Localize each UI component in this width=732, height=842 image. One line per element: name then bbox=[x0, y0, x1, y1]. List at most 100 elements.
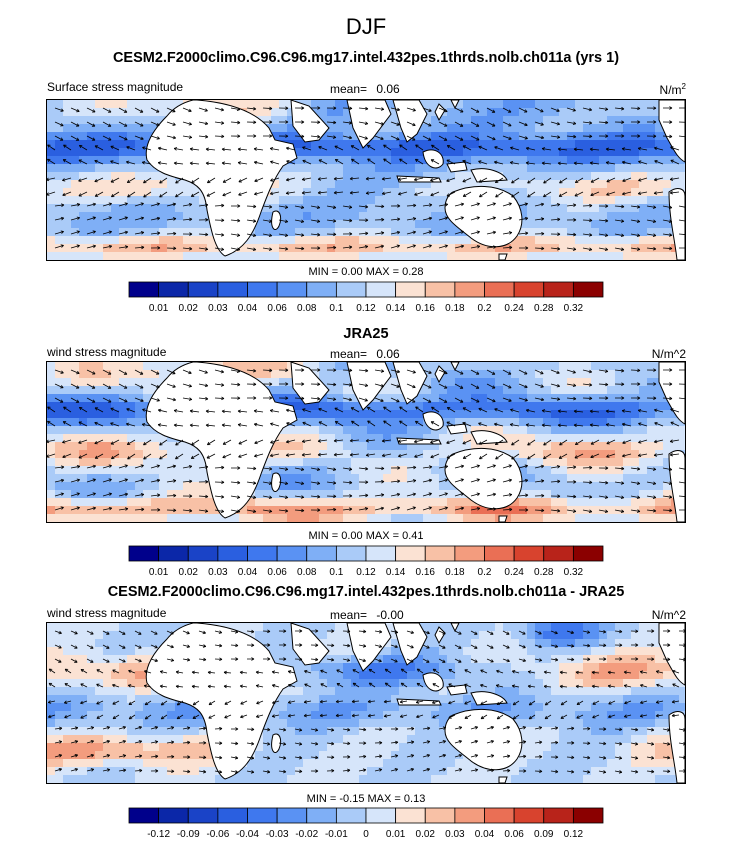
field-cell bbox=[351, 180, 360, 189]
wind-vector-head bbox=[383, 406, 387, 410]
field-cell bbox=[431, 180, 440, 189]
wind-vector bbox=[70, 492, 80, 497]
field-cell bbox=[591, 498, 600, 507]
wind-vector-head bbox=[524, 398, 528, 402]
field-cell bbox=[79, 188, 88, 197]
wind-vector bbox=[262, 107, 273, 109]
field-cell bbox=[575, 164, 584, 173]
field-cell bbox=[135, 490, 144, 499]
wind-vector-head bbox=[622, 191, 626, 196]
field-cell bbox=[503, 140, 512, 149]
field-cell bbox=[439, 490, 448, 499]
wind-vector bbox=[134, 397, 144, 402]
field-cell bbox=[655, 410, 664, 419]
field-cell bbox=[47, 458, 56, 467]
wind-vector bbox=[214, 247, 224, 251]
field-cell bbox=[343, 236, 352, 245]
field-cell bbox=[575, 132, 584, 141]
field-cell bbox=[343, 442, 352, 451]
wind-vector-head bbox=[189, 232, 193, 236]
wind-vector bbox=[630, 219, 640, 223]
field-cell bbox=[135, 180, 144, 189]
field-cell bbox=[167, 236, 176, 245]
wind-vector-head bbox=[110, 407, 114, 411]
field-cell bbox=[423, 204, 432, 213]
field-cell bbox=[295, 490, 304, 499]
wind-vector-head bbox=[459, 123, 464, 127]
field-cell bbox=[247, 244, 256, 253]
wind-vector-head bbox=[573, 147, 577, 152]
wind-vector-head bbox=[604, 107, 609, 111]
field-cell bbox=[655, 434, 664, 443]
field-cell bbox=[63, 164, 72, 173]
wind-vector-head bbox=[381, 217, 385, 222]
field-cell bbox=[79, 514, 88, 522]
field-cell bbox=[463, 100, 472, 109]
field-cell bbox=[55, 220, 64, 229]
wind-vector-head bbox=[334, 145, 338, 149]
field-cell bbox=[95, 172, 104, 181]
field-cell bbox=[607, 180, 616, 189]
wind-vector bbox=[654, 453, 664, 456]
field-cell bbox=[143, 394, 152, 403]
field-cell bbox=[79, 220, 88, 229]
field-cell bbox=[535, 386, 544, 395]
colorbar-tick-label: 0.14 bbox=[386, 303, 406, 314]
wind-vector-head bbox=[540, 217, 545, 221]
field-cell bbox=[79, 370, 88, 379]
wind-vector-head bbox=[413, 465, 417, 470]
field-cell bbox=[567, 490, 576, 499]
field-cell bbox=[615, 236, 624, 245]
field-cell bbox=[591, 490, 600, 499]
field-cell bbox=[535, 442, 544, 451]
field-cell bbox=[551, 514, 560, 522]
field-cell bbox=[95, 482, 104, 491]
field-cell bbox=[439, 132, 448, 141]
wind-vector-head bbox=[574, 455, 578, 459]
wind-vector-head bbox=[221, 134, 225, 139]
field-cell bbox=[639, 188, 648, 197]
wind-vector bbox=[342, 205, 352, 208]
field-cell bbox=[167, 228, 176, 237]
field-cell bbox=[207, 244, 216, 253]
wind-vector-head bbox=[269, 409, 274, 413]
field-cell bbox=[639, 116, 648, 125]
field-cell bbox=[295, 228, 304, 237]
field-cell bbox=[479, 252, 488, 260]
field-cell bbox=[535, 132, 544, 141]
field-cell bbox=[423, 402, 432, 411]
field-cell bbox=[399, 156, 408, 165]
wind-vector bbox=[431, 406, 440, 413]
wind-vector-head bbox=[428, 492, 432, 496]
wind-vector-head bbox=[380, 231, 385, 235]
wind-vector bbox=[638, 161, 648, 165]
wind-vector bbox=[463, 191, 472, 197]
wind-vector bbox=[526, 147, 536, 151]
wind-vector-head bbox=[476, 137, 480, 141]
field-cell bbox=[615, 466, 624, 475]
field-cell bbox=[591, 474, 600, 483]
field-cell bbox=[327, 466, 336, 475]
wind-vector bbox=[182, 203, 192, 207]
field-cell bbox=[551, 212, 560, 221]
field-cell bbox=[567, 196, 576, 205]
field-cell bbox=[103, 498, 112, 507]
field-cell bbox=[671, 252, 680, 260]
field-cell bbox=[151, 450, 160, 459]
field-cell bbox=[263, 498, 272, 507]
field-cell bbox=[47, 188, 56, 197]
wind-vector-head bbox=[269, 453, 274, 458]
field-cell bbox=[335, 100, 344, 109]
wind-vector-head bbox=[621, 147, 626, 151]
field-cell bbox=[311, 442, 320, 451]
field-cell bbox=[135, 108, 144, 117]
wind-vector bbox=[654, 191, 664, 194]
field-cell bbox=[647, 442, 656, 451]
field-cell bbox=[79, 386, 88, 395]
wind-vector bbox=[470, 383, 480, 389]
wind-vector-head bbox=[173, 493, 177, 498]
field-cell bbox=[471, 116, 480, 125]
field-cell bbox=[391, 220, 400, 229]
field-cell bbox=[127, 418, 136, 427]
field-cell bbox=[399, 252, 408, 260]
